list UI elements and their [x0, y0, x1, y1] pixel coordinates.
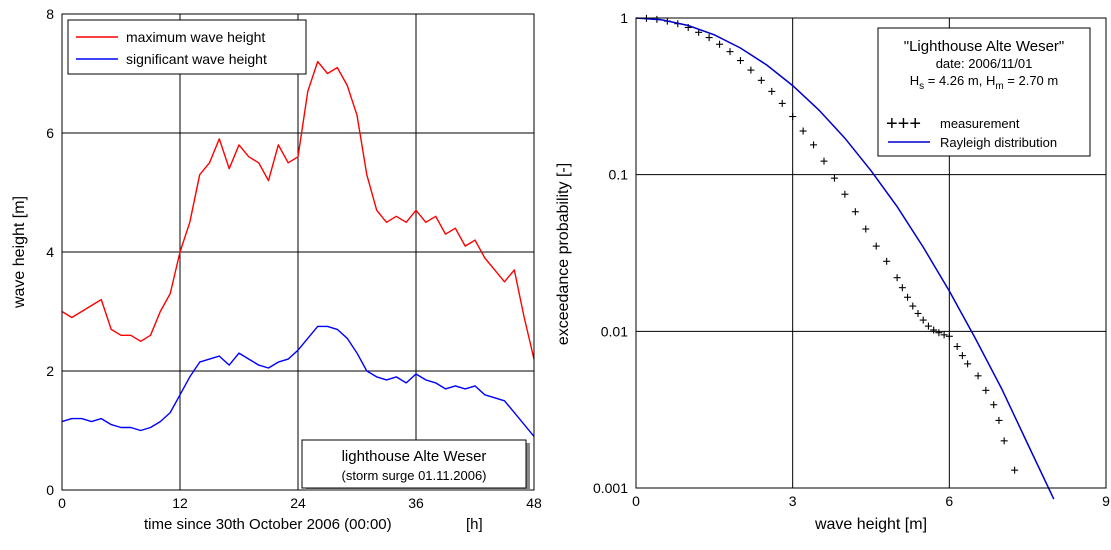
hm-symbol: H — [986, 73, 995, 88]
measurement-point — [904, 293, 912, 301]
measurement-point — [747, 66, 755, 74]
left-x-tick-label: 36 — [408, 495, 424, 511]
hm-subscript: m — [995, 81, 1003, 92]
left-y-axis-label: wave height [m] — [11, 196, 28, 309]
hs-value: = 4.26 m, — [924, 73, 986, 88]
left-x-axis-unit: [h] — [466, 516, 483, 533]
left-y-tick-label: 0 — [46, 482, 54, 498]
right-x-tick-label: 6 — [945, 493, 953, 509]
right-y-tick-label: 0.1 — [609, 167, 629, 183]
left-x-tick-label: 12 — [172, 495, 188, 511]
legend-sig-wave-label: significant wave height — [126, 51, 267, 67]
measurement-point — [974, 372, 982, 380]
measurement-point — [898, 284, 906, 292]
right-x-tick-label: 0 — [632, 493, 640, 509]
measurement-point — [726, 48, 734, 56]
rayleigh-distribution-line — [635, 17, 1055, 500]
measurement-point — [909, 302, 917, 310]
measurement-point — [768, 87, 776, 95]
right-y-tick-label: 0.001 — [593, 480, 628, 496]
legend-measurement-label: measurement — [940, 116, 1020, 131]
measurement-point — [810, 141, 818, 149]
hs-subscript: s — [919, 81, 924, 92]
right-x-axis-label: wave height [m] — [814, 516, 927, 533]
measurement-point — [990, 401, 998, 409]
measurement-point — [930, 326, 938, 334]
right-y-tick-label: 1 — [620, 10, 628, 26]
measurement-point — [841, 190, 849, 198]
hs-symbol: H — [910, 73, 919, 88]
measurement-point — [940, 331, 948, 339]
measurement-point — [964, 360, 972, 368]
measurement-point — [1011, 466, 1019, 474]
right-info-legend-box — [877, 27, 1091, 157]
measurement-point — [935, 329, 943, 337]
measurement-point — [736, 57, 744, 65]
measurement-point — [945, 332, 953, 340]
left-legend-box — [67, 19, 307, 75]
right-x-tick-label: 3 — [789, 493, 797, 509]
left-plot-frame — [61, 13, 535, 491]
left-grid — [62, 14, 534, 490]
measurement-point — [830, 174, 838, 182]
measurement-point — [1000, 437, 1008, 445]
left-y-tick-label: 2 — [46, 363, 54, 379]
left-annotation-box — [301, 439, 527, 489]
left-y-tick-label: 8 — [46, 6, 54, 22]
right-plot-frame — [635, 17, 1107, 489]
measurement-point — [883, 257, 891, 265]
right-tick-labels: 0 3 6 9 0.001 0.01 0.1 1 — [593, 10, 1110, 509]
measurement-point — [820, 157, 828, 165]
measurement-point — [862, 225, 870, 233]
left-series-group — [61, 60, 535, 437]
left-legend: maximum wave height significant wave hei… — [67, 19, 307, 75]
measurement-point — [851, 208, 859, 216]
measurement-point — [958, 352, 966, 360]
measurement-point — [995, 416, 1003, 424]
left-annotation-line1: lighthouse Alte Weser — [342, 448, 487, 465]
right-y-tick-label: 0.01 — [601, 323, 628, 339]
max-wave-height-line — [61, 60, 535, 360]
exceedance-probability-chart: 0 3 6 9 0.001 0.01 0.1 1 "Lighthouse Alte Weser… — [555, 10, 1110, 533]
left-annotation: lighthouse Alte Weser (storm surge 01.11… — [301, 439, 530, 491]
left-x-tick-label: 0 — [58, 495, 66, 511]
left-y-tick-label: 4 — [46, 244, 54, 260]
measurement-point — [919, 316, 927, 324]
measurement-point — [872, 242, 880, 250]
measurement-point — [705, 34, 713, 42]
measurement-point — [982, 386, 990, 394]
left-annotation-line2: (storm surge 01.11.2006) — [342, 468, 487, 483]
left-x-axis-label: time since 30th October 2006 (00:00) — [144, 516, 392, 533]
legend-measurement-marker: +++ — [886, 113, 921, 135]
measurement-point — [778, 99, 786, 107]
measurement-point — [757, 76, 765, 84]
measurement-point — [789, 113, 797, 121]
legend-rayleigh-label: Rayleigh distribution — [940, 135, 1057, 150]
left-y-tick-label: 6 — [46, 125, 54, 141]
measurement-point — [953, 343, 961, 351]
measurement-point — [914, 309, 922, 317]
hm-value: = 2.70 m — [1004, 73, 1059, 88]
right-y-axis-label: exceedance probability [-] — [555, 163, 572, 345]
right-x-tick-label: 9 — [1102, 493, 1110, 509]
left-x-tick-label: 48 — [526, 495, 542, 511]
right-series-group — [635, 14, 1055, 500]
right-annotation-date: date: 2006/11/01 — [936, 56, 1033, 71]
right-annotation-params: Hs = 4.26 m, Hm = 2.70 m — [910, 73, 1058, 92]
sig-wave-height-line — [61, 325, 535, 437]
legend-max-wave-label: maximum wave height — [126, 29, 265, 45]
right-info-legend: "Lighthouse Alte Weser" date: 2006/11/01… — [877, 27, 1091, 157]
measurement-point — [893, 274, 901, 282]
measurement-point — [924, 322, 932, 330]
left-x-tick-label: 24 — [290, 495, 306, 511]
measurement-point — [799, 127, 807, 135]
right-annotation-title: "Lighthouse Alte Weser" — [904, 38, 1064, 55]
measurement-point — [716, 40, 724, 48]
